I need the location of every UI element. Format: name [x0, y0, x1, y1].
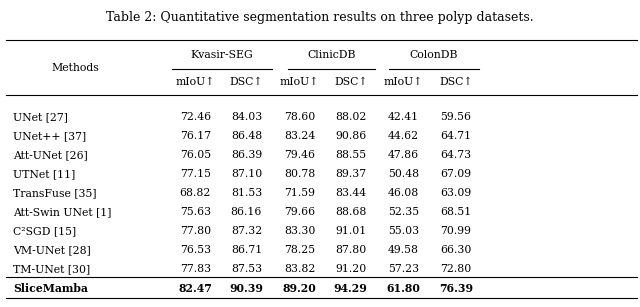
Text: 89.20: 89.20	[283, 283, 316, 294]
Text: 81.53: 81.53	[231, 188, 262, 198]
Text: DSC↑: DSC↑	[334, 77, 367, 87]
Text: 76.39: 76.39	[438, 283, 473, 294]
Text: Att-UNet [26]: Att-UNet [26]	[13, 150, 88, 160]
Text: UNet++ [37]: UNet++ [37]	[13, 131, 86, 141]
Text: 66.30: 66.30	[440, 245, 472, 255]
Text: TransFuse [35]: TransFuse [35]	[13, 188, 96, 198]
Text: 86.48: 86.48	[231, 131, 262, 141]
Text: 79.66: 79.66	[284, 207, 315, 217]
Text: 82.47: 82.47	[179, 283, 212, 294]
Text: 68.51: 68.51	[440, 207, 471, 217]
Text: 72.46: 72.46	[180, 112, 211, 122]
Text: Methods: Methods	[51, 63, 99, 72]
Text: 47.86: 47.86	[388, 150, 419, 160]
Text: 80.78: 80.78	[284, 169, 315, 179]
Text: 75.63: 75.63	[180, 207, 211, 217]
Text: 55.03: 55.03	[388, 226, 419, 236]
Text: 64.73: 64.73	[440, 150, 471, 160]
Text: VM-UNet [28]: VM-UNet [28]	[13, 245, 90, 255]
Text: C²SGD [15]: C²SGD [15]	[13, 226, 76, 236]
Text: 72.80: 72.80	[440, 264, 471, 274]
Text: 78.25: 78.25	[284, 245, 315, 255]
Text: 57.23: 57.23	[388, 264, 419, 274]
Text: Kvasir-SEG: Kvasir-SEG	[191, 50, 253, 60]
Text: 87.10: 87.10	[231, 169, 262, 179]
Text: 71.59: 71.59	[284, 188, 315, 198]
Text: 90.39: 90.39	[230, 283, 263, 294]
Text: ClinicDB: ClinicDB	[307, 50, 356, 60]
Text: 94.29: 94.29	[334, 283, 367, 294]
Text: 83.82: 83.82	[284, 264, 316, 274]
Text: 86.39: 86.39	[231, 150, 262, 160]
Text: 46.08: 46.08	[388, 188, 419, 198]
Text: 76.17: 76.17	[180, 131, 211, 141]
Text: 42.41: 42.41	[388, 112, 419, 122]
Text: UNet [27]: UNet [27]	[13, 112, 68, 122]
Text: DSC↑: DSC↑	[230, 77, 263, 87]
Text: mIoU↑: mIoU↑	[280, 77, 319, 87]
Text: 77.80: 77.80	[180, 226, 211, 236]
Text: 64.71: 64.71	[440, 131, 471, 141]
Text: 87.53: 87.53	[231, 264, 262, 274]
Text: TM-UNet [30]: TM-UNet [30]	[13, 264, 90, 274]
Text: UTNet [11]: UTNet [11]	[13, 169, 75, 179]
Text: 63.09: 63.09	[440, 188, 471, 198]
Text: 49.58: 49.58	[388, 245, 419, 255]
Text: Att-Swin UNet [1]: Att-Swin UNet [1]	[13, 207, 111, 217]
Text: mIoU↑: mIoU↑	[383, 77, 423, 87]
Text: 88.55: 88.55	[335, 150, 366, 160]
Text: 76.05: 76.05	[180, 150, 211, 160]
Text: 87.80: 87.80	[335, 245, 366, 255]
Text: 91.01: 91.01	[335, 226, 366, 236]
Text: ColonDB: ColonDB	[410, 50, 458, 60]
Text: 84.03: 84.03	[231, 112, 262, 122]
Text: 86.16: 86.16	[230, 207, 262, 217]
Text: 86.71: 86.71	[231, 245, 262, 255]
Text: 91.20: 91.20	[335, 264, 366, 274]
Text: 67.09: 67.09	[440, 169, 471, 179]
Text: 90.86: 90.86	[335, 131, 366, 141]
Text: 61.80: 61.80	[387, 283, 420, 294]
Text: DSC↑: DSC↑	[439, 77, 472, 87]
Text: 59.56: 59.56	[440, 112, 471, 122]
Text: 78.60: 78.60	[284, 112, 315, 122]
Text: 76.53: 76.53	[180, 245, 211, 255]
Text: Table 2: Quantitative segmentation results on three polyp datasets.: Table 2: Quantitative segmentation resul…	[106, 11, 534, 24]
Text: mIoU↑: mIoU↑	[175, 77, 215, 87]
Text: 77.15: 77.15	[180, 169, 211, 179]
Text: 77.83: 77.83	[180, 264, 211, 274]
Text: 83.24: 83.24	[284, 131, 315, 141]
Text: 88.02: 88.02	[335, 112, 367, 122]
Text: 88.68: 88.68	[335, 207, 367, 217]
Text: 83.30: 83.30	[284, 226, 316, 236]
Text: 52.35: 52.35	[388, 207, 419, 217]
Text: 89.37: 89.37	[335, 169, 366, 179]
Text: SliceMamba: SliceMamba	[13, 283, 88, 294]
Text: 83.44: 83.44	[335, 188, 366, 198]
Text: 50.48: 50.48	[388, 169, 419, 179]
Text: 70.99: 70.99	[440, 226, 471, 236]
Text: 87.32: 87.32	[231, 226, 262, 236]
Text: 44.62: 44.62	[388, 131, 419, 141]
Text: 79.46: 79.46	[284, 150, 315, 160]
Text: 68.82: 68.82	[179, 188, 211, 198]
